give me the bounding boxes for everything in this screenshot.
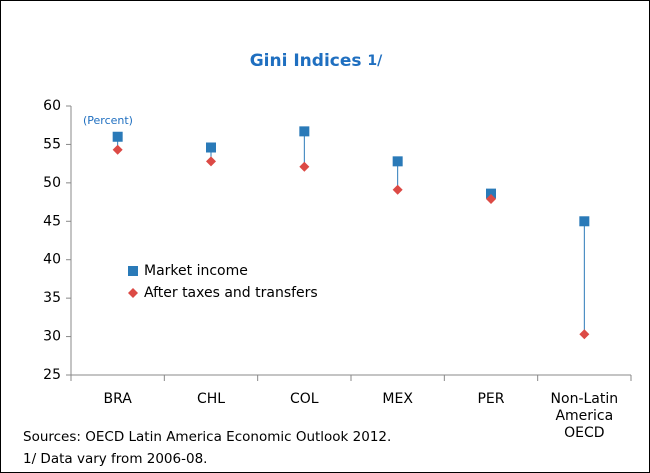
x-tick-label: CHL [196, 391, 226, 407]
diamond-marker [392, 184, 403, 195]
chart-title: Gini Indices 1/ [250, 51, 383, 71]
y-tick-label: 25 [43, 367, 61, 383]
x-tick-label: BRA [103, 391, 132, 407]
title-main: Gini Indices [250, 51, 362, 71]
square-marker [299, 126, 310, 137]
diamond-marker [579, 329, 590, 340]
square-marker [392, 156, 403, 167]
diamond-marker [299, 161, 310, 172]
diamond-marker [112, 144, 123, 155]
y-tick-label: 60 [43, 98, 61, 114]
legend-marker [128, 288, 138, 298]
diamond-marker [206, 156, 216, 167]
square-marker [112, 131, 123, 142]
x-tick-label: PER [477, 391, 505, 407]
source-note: 1/ Data vary from 2006-08. [23, 451, 208, 467]
y-tick-label: 35 [43, 290, 61, 306]
x-tick-label: COL [290, 391, 319, 407]
legend-label: Market income [144, 263, 248, 279]
y-tick-label: 45 [43, 213, 61, 229]
y-tick-label: 50 [43, 175, 61, 191]
source-note: Sources: OECD Latin America Economic Out… [23, 429, 392, 445]
square-marker [206, 142, 216, 153]
y-tick-label: 30 [43, 329, 61, 345]
square-marker [486, 188, 496, 199]
x-tick-label: MEX [382, 391, 413, 407]
legend-label: After taxes and transfers [144, 285, 318, 301]
diamond-marker [486, 193, 496, 204]
x-tick-label: Non-Latin America OECD [550, 391, 619, 441]
annotation: (Percent) [83, 114, 133, 127]
y-tick-label: 40 [43, 252, 61, 268]
title-note: 1/ [367, 53, 383, 69]
square-marker [579, 216, 590, 227]
legend-marker [128, 266, 138, 276]
y-tick-label: 55 [43, 136, 61, 152]
